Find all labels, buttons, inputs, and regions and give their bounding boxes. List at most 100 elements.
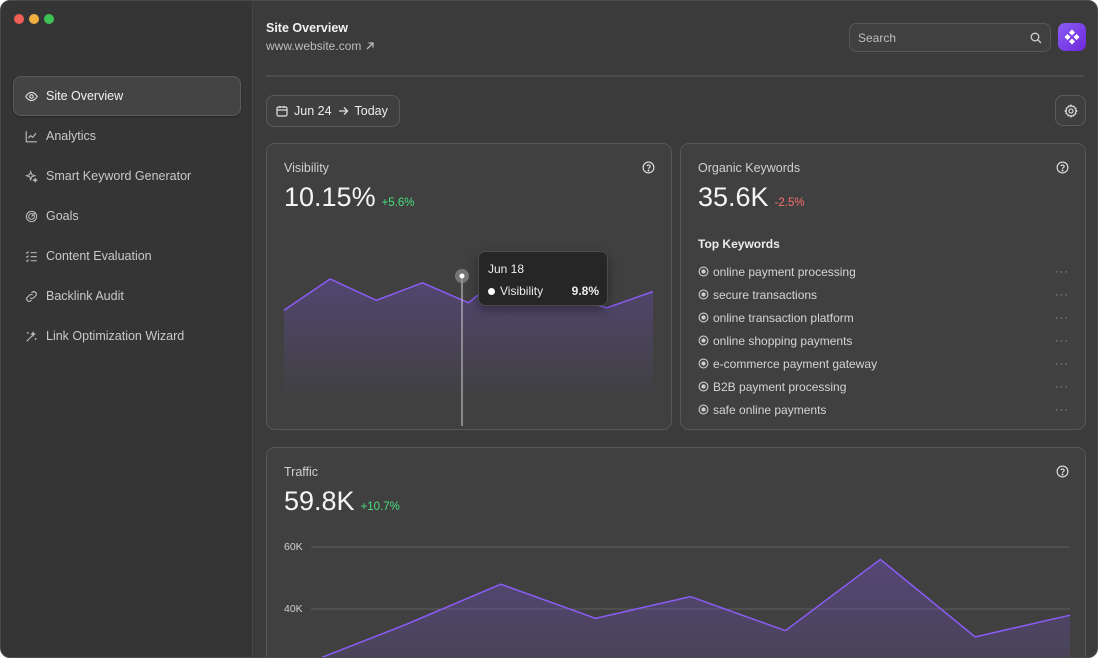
organic-keywords-card: Organic Keywords 35.6K -2.5% Top Keyword…	[680, 143, 1086, 430]
date-from: Jun 24	[294, 104, 332, 118]
radio-dot-icon	[698, 289, 709, 300]
help-icon[interactable]	[1056, 465, 1069, 478]
sidebar-item-label: Smart Keyword Generator	[46, 169, 192, 183]
tooltip-date: Jun 18	[488, 262, 525, 276]
keyword-text: safe online payments	[713, 402, 827, 417]
visibility-chart[interactable]	[267, 144, 672, 430]
sparkle-icon	[25, 169, 38, 183]
search-icon	[1030, 32, 1042, 43]
keyword-row[interactable]: online payment processing ···	[698, 260, 1069, 283]
maximize-window-button[interactable]	[44, 14, 54, 24]
help-icon[interactable]	[642, 161, 655, 174]
site-url-link[interactable]: www.website.com	[266, 39, 375, 53]
organic-value: 35.6K	[698, 182, 769, 212]
keyword-text: B2B payment processing	[713, 379, 847, 394]
keyword-list: online payment processing ··· secure trans…	[698, 260, 1069, 421]
sidebar-item-smart-keyword-generator[interactable]: Smart Keyword Generator	[13, 156, 241, 196]
date-range-picker[interactable]: Jun 24 Today	[266, 95, 400, 127]
close-window-button[interactable]	[14, 14, 24, 24]
keyword-text: online shopping payments	[713, 333, 853, 348]
keyword-row[interactable]: e-commerce payment gateway ···	[698, 352, 1069, 375]
traffic-area	[322, 559, 1070, 657]
keyword-text: online payment processing	[713, 264, 856, 279]
more-options-button[interactable]: ···	[1055, 288, 1069, 301]
y-tick-label: 60K	[284, 541, 303, 553]
date-to: Today	[354, 104, 388, 118]
settings-button[interactable]	[1055, 95, 1086, 126]
keyword-text: secure transactions	[713, 287, 818, 302]
radio-dot-icon	[698, 358, 709, 369]
top-keywords-title: Top Keywords	[698, 237, 780, 251]
app-logo-icon[interactable]	[1058, 23, 1086, 51]
sidebar-item-analytics[interactable]: Analytics	[13, 116, 241, 156]
gear-icon	[1063, 103, 1078, 118]
arrow-right-icon	[338, 107, 348, 115]
sidebar: Site Overview Analytics Smart Keyword Ge…	[1, 1, 253, 657]
site-url: www.website.com	[266, 39, 362, 53]
sidebar-item-label: Content Evaluation	[46, 249, 152, 263]
visibility-value: 10.15%	[284, 182, 376, 212]
traffic-change: +10.7%	[360, 501, 400, 513]
card-title: Traffic	[284, 465, 319, 479]
search-box[interactable]: Search	[849, 23, 1051, 52]
sidebar-item-label: Analytics	[46, 129, 97, 143]
main-content: Site Overview www.website.com Search Jun…	[253, 1, 1097, 657]
more-options-button[interactable]: ···	[1055, 380, 1069, 393]
target-icon	[25, 210, 38, 222]
search-input[interactable]: Search	[858, 30, 897, 45]
card-title: Visibility	[284, 161, 329, 175]
traffic-card: Traffic 59.8K +10.7% 60K 40K	[266, 447, 1086, 658]
sidebar-item-label: Goals	[46, 209, 79, 223]
minimize-window-button[interactable]	[29, 14, 39, 24]
organic-change: -2.5%	[774, 197, 805, 209]
calendar-icon	[276, 106, 288, 117]
page-title: Site Overview	[266, 21, 348, 35]
keyword-row[interactable]: B2B payment processing ···	[698, 375, 1069, 398]
visibility-card: Visibility 10.15% +5.6%	[266, 143, 672, 430]
keyword-row[interactable]: secure transactions ···	[698, 283, 1069, 306]
sidebar-item-label: Site Overview	[46, 89, 124, 103]
window-controls	[14, 14, 54, 24]
radio-dot-icon	[698, 312, 709, 323]
magic-wand-icon	[26, 330, 37, 342]
traffic-value: 59.8K	[284, 486, 355, 516]
hover-point	[459, 273, 465, 279]
sidebar-item-label: Backlink Audit	[46, 289, 124, 303]
keyword-row[interactable]: online transaction platform ···	[698, 306, 1069, 329]
radio-dot-icon	[698, 335, 709, 346]
keyword-row[interactable]: online shopping payments ···	[698, 329, 1069, 352]
tooltip-series-name: Visibility	[500, 284, 544, 298]
radio-dot-icon	[698, 404, 709, 415]
sidebar-nav: Site Overview Analytics Smart Keyword Ge…	[13, 76, 241, 356]
sidebar-item-content-evaluation[interactable]: Content Evaluation	[13, 236, 241, 276]
more-options-button[interactable]: ···	[1055, 357, 1069, 370]
checklist-icon	[25, 250, 37, 262]
keyword-text: online transaction platform	[713, 310, 854, 325]
radio-dot-icon	[698, 381, 709, 392]
tooltip-value: 9.8%	[571, 284, 599, 298]
sidebar-item-site-overview[interactable]: Site Overview	[13, 76, 241, 116]
link-icon	[26, 290, 37, 302]
help-icon[interactable]	[1056, 161, 1069, 174]
eye-icon	[25, 91, 38, 101]
chart-tooltip: Jun 18 Visibility 9.8%	[478, 251, 608, 306]
sidebar-item-link-optimization-wizard[interactable]: Link Optimization Wizard	[13, 316, 241, 356]
visibility-change: +5.6%	[381, 197, 415, 209]
sidebar-item-backlink-audit[interactable]: Backlink Audit	[13, 276, 241, 316]
traffic-chart[interactable]	[267, 448, 1086, 658]
sidebar-item-goals[interactable]: Goals	[13, 196, 241, 236]
more-options-button[interactable]: ···	[1055, 403, 1069, 416]
sidebar-item-label: Link Optimization Wizard	[46, 329, 185, 343]
y-tick-label: 40K	[284, 603, 303, 615]
external-arrow-icon	[366, 42, 375, 50]
keyword-text: e-commerce payment gateway	[713, 356, 878, 371]
line-chart-icon	[25, 130, 37, 142]
more-options-button[interactable]: ···	[1055, 334, 1069, 347]
more-options-button[interactable]: ···	[1055, 265, 1069, 278]
traffic-line	[320, 558, 1071, 657]
more-options-button[interactable]: ···	[1055, 311, 1069, 324]
keyword-row[interactable]: safe online payments ···	[698, 398, 1069, 421]
card-title: Organic Keywords	[698, 161, 801, 175]
radio-dot-icon	[698, 266, 709, 277]
